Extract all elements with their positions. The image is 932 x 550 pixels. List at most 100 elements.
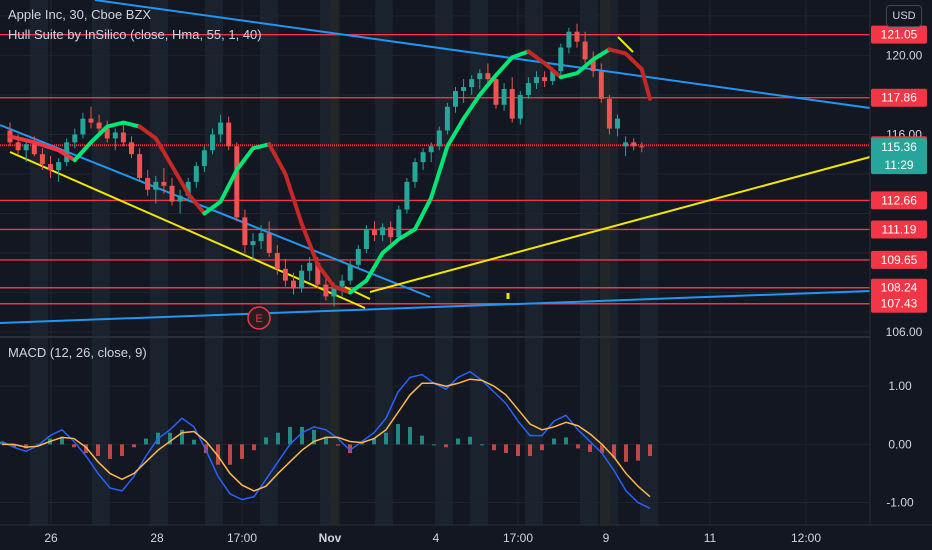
macd-histogram-bar	[288, 426, 292, 445]
macd-histogram-bar	[408, 426, 412, 445]
candle-body	[598, 71, 604, 99]
earnings-marker[interactable]: E	[247, 306, 271, 330]
blue-trendline-lower[interactable]	[0, 290, 871, 324]
yellow-trendline-ascending[interactable]	[369, 156, 871, 293]
candle-body	[56, 162, 62, 170]
candle-body	[250, 241, 256, 246]
time-axis-background[interactable]	[0, 525, 932, 550]
macd-histogram-bar	[96, 444, 100, 456]
candle-body	[161, 181, 167, 186]
candle-body	[169, 185, 175, 202]
macd-histogram-bar	[528, 444, 532, 456]
candle-body	[274, 252, 280, 269]
price-tick-label: 120.00	[886, 48, 923, 62]
hull-suite-segment	[202, 142, 272, 216]
hull-suite-segment	[526, 49, 563, 80]
candle-body	[517, 94, 523, 119]
session-band	[30, 0, 48, 525]
candle-body	[355, 249, 361, 265]
session-band	[150, 0, 168, 525]
hull-suite-segment	[348, 49, 531, 295]
candle-body	[88, 118, 94, 123]
candle-body	[23, 144, 29, 151]
hull-suite-segment	[137, 124, 207, 216]
macd-histogram-bar	[396, 424, 400, 445]
candle-body	[574, 31, 580, 42]
candle-body	[331, 286, 337, 297]
price-label-text: 109.65	[881, 253, 918, 267]
candle-body	[420, 152, 426, 163]
macd-histogram-bar	[72, 444, 76, 448]
macd-histogram-bar	[468, 436, 472, 445]
candle-body	[444, 106, 450, 131]
macd-histogram-bar	[384, 432, 388, 445]
session-band	[260, 0, 278, 525]
macd-histogram-bar	[276, 432, 280, 445]
macd-histogram-bar	[120, 444, 124, 456]
currency-button[interactable]: USD	[886, 5, 922, 27]
price-label-badge	[871, 278, 927, 297]
candle-body	[615, 118, 620, 129]
blue-trendline-upper[interactable]	[94, 0, 871, 109]
macd-legend[interactable]: MACD (12, 26, close, 9)	[8, 345, 147, 360]
time-tick-label: 17:00	[503, 531, 533, 545]
symbol-legend[interactable]: Apple Inc, 30, Cboe BZX	[8, 7, 152, 22]
candle-body	[291, 280, 296, 289]
candle-body	[201, 150, 207, 167]
macd-histogram-bar	[312, 429, 316, 445]
macd-histogram-bar	[84, 444, 88, 454]
time-tick-label: 12:00	[791, 531, 821, 545]
time-axis-ticks: 26 28 17:00 Nov 4 17:00 9 11 12:00	[44, 531, 821, 545]
candle-body	[307, 262, 313, 271]
macd-lines	[1, 370, 651, 510]
candle-body	[363, 229, 369, 250]
yellow-segment-top[interactable]	[617, 36, 634, 53]
price-candles	[7, 23, 645, 307]
candle-body	[477, 73, 483, 80]
time-tick-label: 4	[433, 531, 440, 545]
candle-body	[120, 132, 126, 143]
yellow-segment-bottom[interactable]	[344, 286, 371, 300]
macd-histogram-bar	[0, 441, 4, 445]
hull-suite-legend[interactable]: Hull Suite by InSilico (close, Hma, 55, …	[8, 27, 262, 42]
macd-histogram-bar	[612, 444, 616, 458]
macd-histogram-bar	[360, 443, 364, 445]
macd-histogram-bar	[456, 438, 460, 445]
current-price-badge	[871, 138, 927, 175]
yellow-trendline-descending[interactable]	[9, 151, 366, 309]
macd-histogram-bar	[144, 438, 148, 445]
hull-suite-segment	[607, 47, 652, 101]
candle-body	[347, 264, 353, 281]
hull-suite-segment	[8, 134, 77, 163]
macd-tick-label: 0.00	[888, 437, 912, 451]
candle-body	[469, 79, 475, 88]
candle-body	[185, 181, 191, 196]
candle-body	[266, 233, 272, 253]
macd-histogram-bar	[492, 444, 496, 451]
candle-body	[558, 47, 564, 72]
macd-histogram-bar	[432, 444, 436, 446]
earnings-circle[interactable]	[247, 306, 271, 330]
macd-line	[1, 370, 651, 510]
countdown-text: 11:29	[884, 158, 913, 172]
candle-body	[153, 181, 159, 190]
candle-body	[31, 144, 37, 155]
macd-histogram-bar	[36, 443, 40, 445]
price-label-badge	[871, 191, 927, 210]
macd-histogram-bar	[600, 444, 604, 454]
price-axis-labels: 121.05117.86115.45112.66111.19109.65108.…	[871, 25, 927, 313]
trend-lines[interactable]	[0, 0, 871, 324]
price-label-badge	[871, 25, 927, 44]
candle-body	[64, 142, 70, 163]
macd-histogram-bar	[228, 444, 232, 465]
session-band	[375, 0, 393, 525]
price-tick-label: 106.00	[886, 325, 923, 339]
candle-body	[226, 122, 232, 147]
time-tick-label: 28	[150, 531, 164, 545]
macd-histogram-bar	[648, 444, 652, 456]
price-label-badge	[871, 88, 927, 107]
candle-body	[315, 262, 321, 285]
horizontal-levels[interactable]	[0, 33, 870, 305]
candle-body	[210, 134, 215, 151]
